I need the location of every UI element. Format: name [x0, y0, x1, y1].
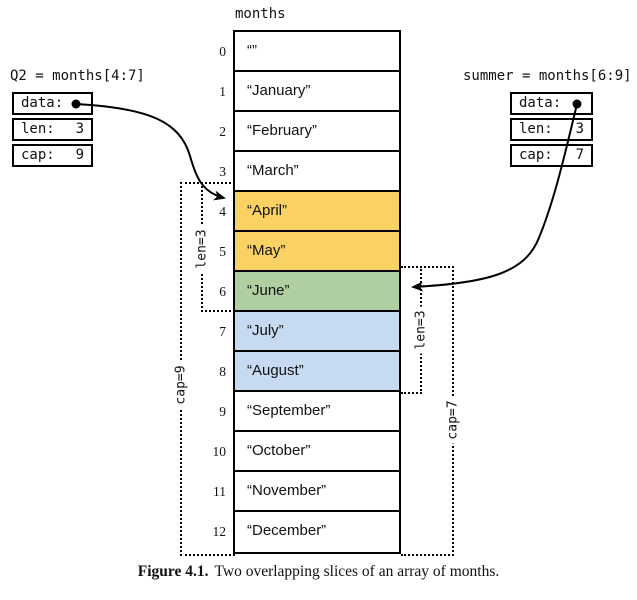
struct-field-row: data: — [12, 92, 93, 115]
field-name: cap: — [21, 147, 55, 163]
month-cell: “” — [235, 32, 399, 72]
caption-number: Figure 4.1. — [137, 563, 209, 580]
field-value: 3 — [575, 121, 584, 137]
field-value: 3 — [75, 121, 84, 137]
cell-index: 0 — [219, 44, 226, 59]
cell-index: 2 — [219, 124, 226, 139]
cell-index: 9 — [219, 404, 226, 419]
field-name: len: — [21, 121, 55, 137]
month-cell: “September” — [235, 392, 399, 432]
field-name: data: — [21, 95, 64, 111]
cell-index: 1 — [219, 84, 226, 99]
cell-index: 7 — [219, 324, 226, 339]
struct-field-row: cap: 7 — [510, 144, 593, 167]
month-cell: “May” — [235, 232, 399, 272]
month-cell: “December” — [235, 512, 399, 552]
month-cell: “July” — [235, 312, 399, 352]
field-value: 7 — [575, 147, 584, 163]
months-array: “” “January” “February” “March” “April” “May”… — [233, 30, 401, 554]
q2-slice-struct: data: len: 3 cap: 9 — [12, 92, 93, 170]
summer-cap-label: cap=7 — [444, 396, 462, 444]
q2-slice-label: Q2 = months[4:7] — [10, 68, 145, 84]
field-value: 9 — [75, 147, 84, 163]
caption-text: Two overlapping slices of an array of mo… — [214, 563, 500, 580]
summer-slice-struct: data: len: 3 cap: 7 — [510, 92, 593, 170]
month-cell: “January” — [235, 72, 399, 112]
struct-field-row: len: 3 — [510, 118, 593, 141]
month-cell: “April” — [235, 192, 399, 232]
month-cell: “August” — [235, 352, 399, 392]
cell-index: 6 — [219, 284, 226, 299]
summer-len-label: len=3 — [412, 306, 430, 354]
cell-index: 5 — [219, 244, 226, 259]
cell-index: 12 — [212, 524, 227, 539]
month-cell: “February” — [235, 112, 399, 152]
cell-index: 8 — [219, 364, 226, 379]
field-name: cap: — [519, 147, 553, 163]
summer-slice-label: summer = months[6:9] — [463, 68, 632, 84]
field-name: len: — [519, 121, 553, 137]
struct-field-row: data: — [510, 92, 593, 115]
field-name: data: — [519, 95, 562, 111]
cell-index: 4 — [219, 204, 226, 219]
q2-len-label: len=3 — [193, 225, 211, 273]
struct-field-row: len: 3 — [12, 118, 93, 141]
q2-cap-label: cap=9 — [172, 361, 190, 409]
cell-index: 11 — [213, 484, 226, 499]
month-cell: “October” — [235, 432, 399, 472]
cell-index: 10 — [212, 444, 227, 459]
array-title: months — [235, 6, 286, 22]
month-cell: “March” — [235, 152, 399, 192]
struct-field-row: cap: 9 — [12, 144, 93, 167]
month-cell: “November” — [235, 472, 399, 512]
figure-caption: Figure 4.1. Two overlapping slices of an … — [0, 563, 637, 581]
month-cell: “June” — [235, 272, 399, 312]
